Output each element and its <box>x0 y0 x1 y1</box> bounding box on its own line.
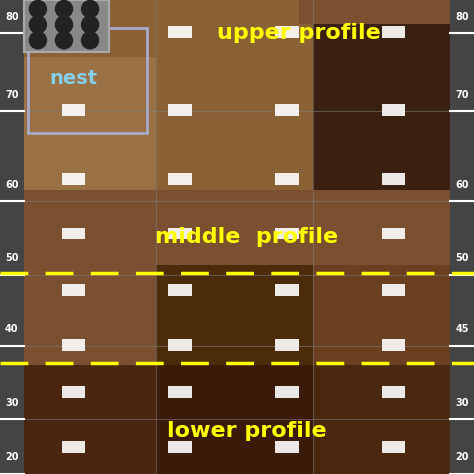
Bar <box>156 24 313 190</box>
Text: 60: 60 <box>5 180 18 190</box>
Bar <box>168 441 192 453</box>
Text: upper profile: upper profile <box>217 23 381 43</box>
Bar <box>24 0 450 265</box>
Bar <box>62 284 85 296</box>
Bar <box>168 339 192 351</box>
Bar <box>382 386 405 398</box>
Bar <box>275 284 299 296</box>
Circle shape <box>82 0 99 18</box>
Bar <box>156 365 313 474</box>
Bar <box>24 265 156 365</box>
Bar <box>275 173 299 185</box>
Text: 30: 30 <box>456 398 469 408</box>
Bar <box>313 265 450 365</box>
Bar <box>275 228 299 239</box>
Circle shape <box>29 0 46 18</box>
Circle shape <box>82 32 99 49</box>
Bar <box>62 386 85 398</box>
Bar <box>156 265 313 365</box>
Bar <box>275 441 299 453</box>
Bar <box>382 284 405 296</box>
Bar <box>168 284 192 296</box>
Bar <box>168 228 192 239</box>
Bar <box>24 0 109 52</box>
Text: 70: 70 <box>5 90 18 100</box>
Bar <box>28 28 147 133</box>
Text: middle  profile: middle profile <box>155 227 338 247</box>
Text: 70: 70 <box>456 90 469 100</box>
Bar <box>168 173 192 185</box>
Bar <box>62 339 85 351</box>
Text: lower profile: lower profile <box>167 421 326 441</box>
Text: 45: 45 <box>456 324 469 335</box>
Bar <box>382 173 405 185</box>
Circle shape <box>29 32 46 49</box>
Bar <box>62 228 85 239</box>
Bar <box>0 0 24 474</box>
Bar <box>24 0 299 57</box>
Text: 60: 60 <box>456 180 469 190</box>
Text: nest: nest <box>49 69 98 88</box>
Circle shape <box>55 32 73 49</box>
Bar <box>313 365 450 474</box>
Bar <box>275 26 299 38</box>
Bar <box>62 441 85 453</box>
Bar <box>24 365 450 474</box>
Bar <box>24 265 450 365</box>
Bar <box>24 24 156 190</box>
Text: 80: 80 <box>5 11 18 22</box>
Bar <box>275 386 299 398</box>
Circle shape <box>82 16 99 33</box>
Bar <box>168 386 192 398</box>
Text: 20: 20 <box>456 452 469 463</box>
Text: 40: 40 <box>5 324 18 335</box>
Text: 80: 80 <box>456 11 469 22</box>
Bar <box>275 339 299 351</box>
Bar <box>382 339 405 351</box>
Circle shape <box>29 16 46 33</box>
Text: 30: 30 <box>5 398 18 408</box>
Bar <box>313 24 450 190</box>
Bar <box>168 26 192 38</box>
Text: 20: 20 <box>5 452 18 463</box>
Bar <box>382 441 405 453</box>
Bar <box>62 173 85 185</box>
Bar <box>382 104 405 116</box>
Bar <box>168 104 192 116</box>
Circle shape <box>55 0 73 18</box>
Circle shape <box>55 16 73 33</box>
Text: 50: 50 <box>456 253 469 264</box>
Bar <box>62 26 85 38</box>
Bar <box>275 104 299 116</box>
Bar <box>382 26 405 38</box>
Bar <box>382 228 405 239</box>
Text: 50: 50 <box>5 253 18 264</box>
Bar <box>62 104 85 116</box>
Bar <box>450 0 474 474</box>
Bar <box>24 365 156 474</box>
